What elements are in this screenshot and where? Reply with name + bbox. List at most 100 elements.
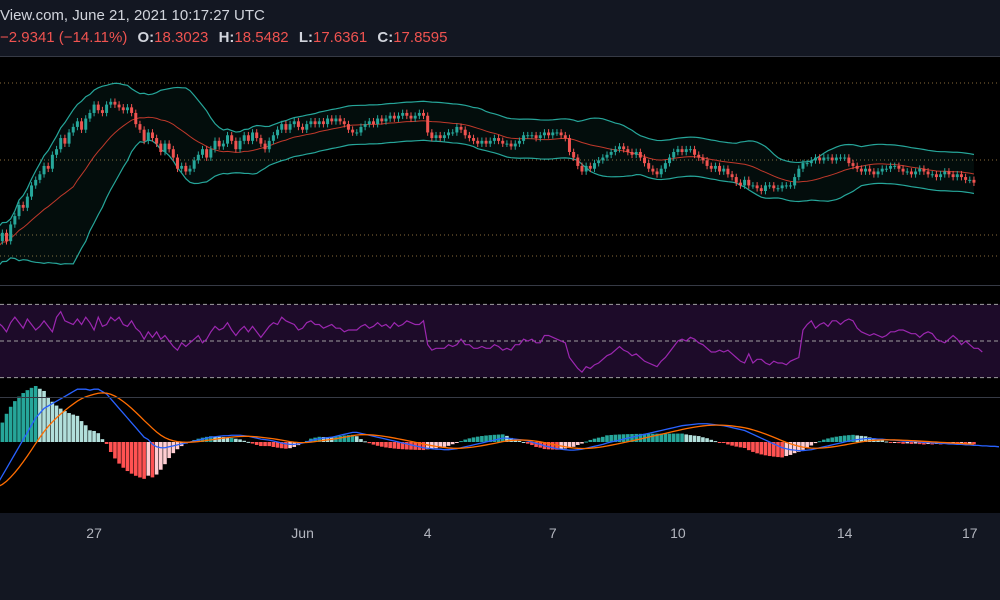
candle-body bbox=[492, 138, 496, 141]
macd-histogram-bar bbox=[488, 435, 493, 442]
macd-histogram-bar bbox=[884, 441, 889, 443]
macd-histogram-bar bbox=[29, 387, 34, 442]
high-label: H: bbox=[218, 29, 235, 46]
candle-body bbox=[180, 165, 184, 169]
macd-histogram-bar bbox=[275, 442, 280, 448]
macd-histogram-bar bbox=[630, 434, 634, 442]
candle-body bbox=[542, 132, 546, 136]
candle-body bbox=[505, 143, 509, 145]
candle-body bbox=[401, 112, 405, 116]
macd-histogram-bar bbox=[54, 405, 59, 442]
candle-body bbox=[317, 121, 321, 125]
macd-histogram-bar bbox=[442, 442, 447, 447]
low-label: L: bbox=[298, 29, 313, 46]
candle-body bbox=[105, 104, 109, 113]
macd-histogram-bar bbox=[167, 442, 171, 459]
candle-body bbox=[534, 135, 538, 139]
macd-histogram-bar bbox=[751, 442, 755, 452]
candle-body bbox=[142, 129, 146, 141]
macd-histogram-bar bbox=[471, 437, 476, 442]
candle-body bbox=[668, 157, 672, 164]
macd-histogram-bar bbox=[96, 433, 101, 442]
macd-histogram-bar bbox=[892, 442, 897, 443]
macd-histogram-bar bbox=[480, 436, 484, 442]
candle-body bbox=[605, 154, 609, 158]
candle-body bbox=[522, 135, 526, 141]
macd-histogram-bar bbox=[651, 433, 655, 442]
candle-body bbox=[30, 185, 34, 197]
macd-histogram-bar bbox=[250, 442, 255, 444]
macd-histogram-bar bbox=[842, 435, 847, 442]
macd-histogram-bar bbox=[496, 434, 501, 442]
macd-histogram-bar bbox=[721, 442, 726, 443]
candle-body bbox=[951, 174, 955, 178]
candle-body bbox=[71, 126, 75, 133]
candle-body bbox=[684, 149, 688, 152]
macd-histogram-bar bbox=[588, 439, 593, 442]
candle-body bbox=[280, 124, 284, 130]
x-tick-label: 7 bbox=[548, 525, 557, 541]
candle-body bbox=[551, 132, 555, 136]
candle-body bbox=[351, 129, 355, 133]
candle-body bbox=[809, 160, 813, 164]
macd-histogram-bar bbox=[259, 442, 263, 447]
candle-body bbox=[480, 140, 484, 144]
macd-histogram-bar bbox=[217, 436, 221, 442]
macd-histogram-bar bbox=[171, 442, 176, 454]
candle-body bbox=[463, 129, 467, 136]
candle-body bbox=[588, 165, 592, 169]
candle-body bbox=[609, 151, 613, 155]
macd-histogram-bar bbox=[234, 438, 238, 442]
macd-histogram-bar bbox=[897, 442, 901, 444]
macd-histogram-bar bbox=[801, 442, 805, 450]
candle-body bbox=[497, 138, 501, 141]
macd-histogram-bar bbox=[104, 442, 109, 444]
candle-body bbox=[780, 185, 784, 189]
candle-body bbox=[84, 118, 88, 130]
macd-histogram-bar bbox=[580, 442, 584, 444]
macd-histogram-bar bbox=[680, 433, 684, 442]
macd-histogram-bar bbox=[121, 442, 126, 468]
macd-histogram-bar bbox=[204, 436, 209, 442]
macd-line bbox=[0, 388, 1000, 481]
macd-histogram-bar bbox=[688, 435, 693, 442]
macd-histogram-bar bbox=[847, 435, 851, 442]
macd-histogram-bar bbox=[505, 435, 509, 442]
macd-histogram-bar bbox=[63, 411, 67, 442]
macd-histogram-bar bbox=[530, 442, 534, 446]
macd-histogram-bar bbox=[380, 442, 384, 447]
candle-body bbox=[196, 154, 200, 161]
macd-histogram-bar bbox=[79, 421, 84, 442]
candle-body bbox=[396, 115, 400, 119]
candle-body bbox=[563, 135, 567, 139]
macd-histogram-bar bbox=[738, 442, 743, 448]
price-chart[interactable] bbox=[0, 0, 1000, 513]
macd-histogram-bar bbox=[726, 442, 730, 445]
candle-body bbox=[584, 165, 588, 172]
candle-body bbox=[5, 232, 9, 242]
x-tick-label: 4 bbox=[423, 525, 432, 541]
candle-body bbox=[964, 177, 968, 180]
rsi-pane bbox=[0, 303, 1000, 379]
candle-body bbox=[567, 138, 571, 152]
candle-body bbox=[555, 132, 559, 134]
candle-body bbox=[109, 101, 113, 105]
macd-histogram-bar bbox=[221, 436, 226, 442]
macd-histogram-bar bbox=[354, 436, 359, 442]
macd-histogram-bar bbox=[246, 441, 251, 443]
macd-histogram-bar bbox=[655, 433, 659, 442]
candle-body bbox=[488, 140, 492, 144]
candle-body bbox=[651, 168, 655, 172]
candle-body bbox=[326, 118, 330, 125]
macd-histogram-bar bbox=[805, 442, 809, 448]
candle-body bbox=[747, 179, 751, 186]
candle-body bbox=[763, 185, 767, 192]
macd-histogram-bar bbox=[288, 442, 292, 449]
candle-body bbox=[163, 143, 167, 152]
candle-body bbox=[713, 165, 717, 169]
candle-body bbox=[709, 165, 713, 169]
candle-body bbox=[238, 140, 242, 150]
candle-body bbox=[150, 132, 154, 139]
candle-body bbox=[209, 149, 213, 158]
candle-body bbox=[159, 143, 163, 152]
